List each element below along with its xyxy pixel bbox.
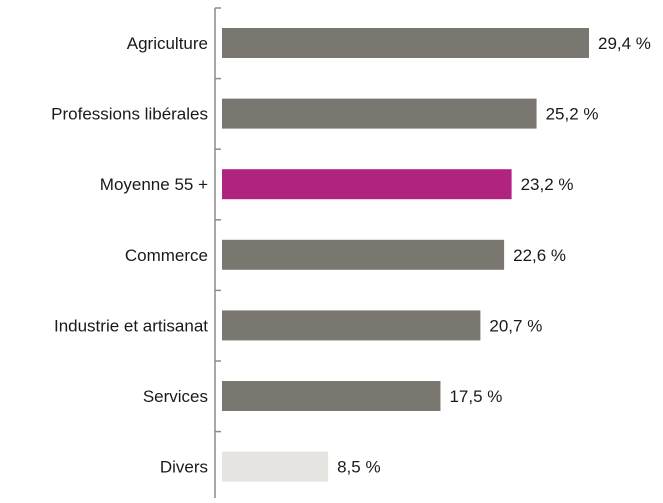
category-label-industrie-et-artisanat: Industrie et artisanat (54, 316, 208, 335)
value-label-services: 17,5 % (449, 387, 502, 406)
value-label-agriculture: 29,4 % (598, 34, 651, 53)
category-label-divers: Divers (160, 458, 208, 477)
value-label-divers: 8,5 % (337, 458, 380, 477)
bar-divers (222, 451, 329, 482)
value-label-moyenne-55: 23,2 % (521, 175, 574, 194)
bar-professions-liberales (222, 98, 537, 129)
category-label-professions-liberales: Professions libérales (51, 105, 208, 124)
bar-agriculture (222, 28, 589, 58)
value-label-professions-liberales: 25,2 % (546, 105, 599, 124)
category-label-moyenne-55: Moyenne 55 + (100, 175, 208, 194)
bar-industrie-et-artisanat (222, 310, 481, 341)
bars-layer (222, 28, 589, 482)
category-label-agriculture: Agriculture (127, 34, 208, 53)
bar-commerce (222, 239, 505, 270)
axis-layer (214, 7, 221, 498)
bar-moyenne-55 (222, 169, 512, 200)
value-label-industrie-et-artisanat: 20,7 % (489, 316, 542, 335)
category-label-commerce: Commerce (125, 246, 208, 265)
bar-services (222, 381, 441, 411)
labels-layer: Agriculture 29,4 % Professions libérales 25… (51, 34, 651, 477)
value-label-commerce: 22,6 % (513, 246, 566, 265)
category-label-services: Services (143, 387, 208, 406)
